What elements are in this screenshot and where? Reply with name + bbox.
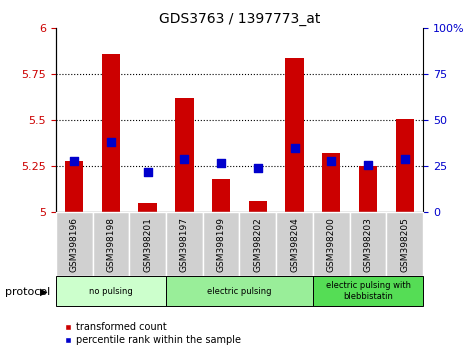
Bar — [56, 276, 166, 306]
Bar — [56, 212, 93, 276]
Text: GSM398202: GSM398202 — [253, 217, 262, 272]
Point — [180, 156, 188, 162]
Bar — [203, 212, 239, 276]
Bar — [166, 276, 313, 306]
Text: GSM398197: GSM398197 — [180, 217, 189, 272]
Point — [401, 156, 408, 162]
Point — [144, 169, 151, 175]
Bar — [93, 212, 129, 276]
Point — [327, 158, 335, 164]
Text: protocol: protocol — [5, 287, 50, 297]
Text: GSM398200: GSM398200 — [327, 217, 336, 272]
Text: no pulsing: no pulsing — [89, 287, 133, 296]
Bar — [166, 212, 203, 276]
Bar — [359, 166, 377, 212]
Bar — [139, 203, 157, 212]
Bar — [276, 212, 313, 276]
Bar — [322, 154, 340, 212]
Bar — [175, 98, 193, 212]
Bar — [129, 212, 166, 276]
Point — [107, 139, 114, 145]
Bar — [396, 119, 414, 212]
Bar — [65, 161, 83, 212]
Bar — [212, 179, 230, 212]
Text: GSM398199: GSM398199 — [217, 217, 226, 272]
Point — [217, 160, 225, 166]
Text: GSM398196: GSM398196 — [70, 217, 79, 272]
Bar — [313, 212, 350, 276]
Point — [70, 158, 78, 164]
Text: GSM398198: GSM398198 — [106, 217, 115, 272]
Point — [364, 162, 372, 167]
Text: GSM398205: GSM398205 — [400, 217, 409, 272]
Text: electric pulsing with
blebbistatin: electric pulsing with blebbistatin — [326, 281, 411, 301]
Bar — [102, 54, 120, 212]
Text: ▶: ▶ — [40, 287, 47, 297]
Bar — [239, 212, 276, 276]
Text: GSM398201: GSM398201 — [143, 217, 152, 272]
Point — [254, 165, 261, 171]
Text: electric pulsing: electric pulsing — [207, 287, 272, 296]
Bar — [249, 201, 267, 212]
Title: GDS3763 / 1397773_at: GDS3763 / 1397773_at — [159, 12, 320, 26]
Text: GSM398203: GSM398203 — [364, 217, 372, 272]
Legend: transformed count, percentile rank within the sample: transformed count, percentile rank withi… — [60, 319, 245, 349]
Bar — [286, 58, 304, 212]
Point — [291, 145, 298, 151]
Bar — [386, 212, 423, 276]
Text: GSM398204: GSM398204 — [290, 217, 299, 272]
Bar — [350, 212, 386, 276]
Bar — [313, 276, 423, 306]
